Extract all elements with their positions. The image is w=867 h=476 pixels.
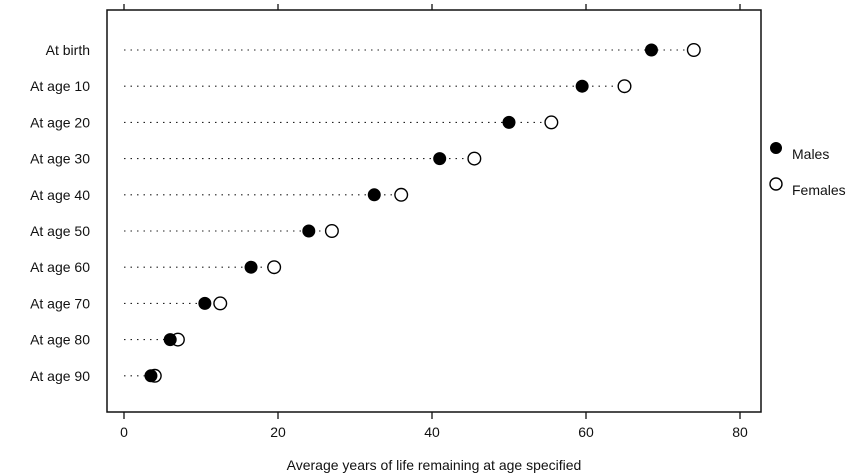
legend-marker-males	[770, 142, 782, 154]
category-label: At age 80	[30, 332, 90, 348]
x-tick-label: 0	[120, 424, 128, 440]
males-point	[144, 369, 158, 383]
males-point	[163, 333, 177, 347]
females-point	[324, 223, 339, 238]
females-point	[686, 43, 701, 58]
males-point	[575, 79, 589, 93]
category-label: At age 10	[30, 78, 90, 94]
males-point	[244, 260, 258, 274]
legend-label-males: Males	[792, 146, 829, 162]
females-point	[213, 296, 228, 311]
legend-marker-females	[769, 177, 783, 191]
x-tick-label: 20	[270, 424, 286, 440]
legend-label-females: Females	[792, 182, 846, 198]
x-axis-title: Average years of life remaining at age s…	[287, 457, 582, 473]
x-tick-label: 80	[732, 424, 748, 440]
males-point	[198, 296, 212, 310]
females-point	[467, 151, 482, 166]
males-point	[433, 152, 447, 166]
plot-frame	[106, 9, 762, 413]
data-points	[144, 43, 701, 383]
category-label: At age 50	[30, 223, 90, 239]
category-label: At age 70	[30, 295, 90, 311]
males-point	[644, 43, 658, 57]
x-tick-label: 40	[424, 424, 440, 440]
males-point	[302, 224, 316, 238]
category-label: At age 20	[30, 114, 90, 130]
males-point	[502, 115, 516, 129]
category-label: At age 60	[30, 259, 90, 275]
guide-lines	[124, 49, 694, 377]
category-label: At age 90	[30, 368, 90, 384]
category-labels: At birth At age 10 At age 20 At age 30 At ag…	[30, 42, 90, 384]
females-point	[394, 187, 409, 202]
category-label: At age 40	[30, 187, 90, 203]
x-tick-label: 60	[578, 424, 594, 440]
category-label: At birth	[46, 42, 90, 58]
category-label: At age 30	[30, 151, 90, 167]
females-point	[617, 79, 632, 94]
females-point	[267, 260, 282, 275]
x-axis: 0 20 40 60 80	[120, 4, 748, 440]
legend: Males Females	[769, 142, 846, 198]
males-point	[367, 188, 381, 202]
females-point	[544, 115, 559, 130]
